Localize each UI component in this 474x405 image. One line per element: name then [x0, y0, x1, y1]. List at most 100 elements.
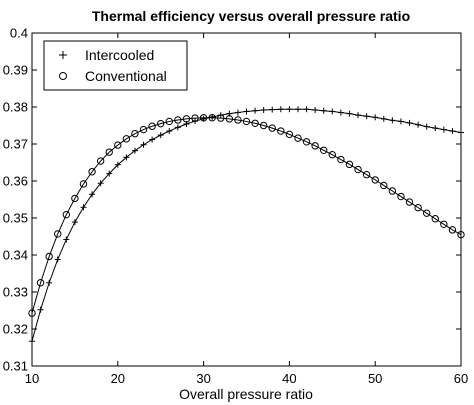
point-intercooled: [157, 132, 164, 139]
legend: Intercooled Conventional: [43, 40, 188, 91]
point-intercooled: [458, 129, 464, 136]
legend-marker-intercooled: [59, 51, 67, 59]
point-intercooled: [303, 106, 310, 113]
x-tick-label: 40: [282, 371, 296, 386]
point-conventional: [71, 194, 79, 203]
y-tick-label: 0.33: [3, 285, 28, 300]
point-intercooled: [149, 136, 156, 143]
y-tick-label: 0.37: [3, 137, 28, 152]
point-intercooled: [106, 170, 113, 177]
point-intercooled: [252, 107, 259, 114]
x-axis-label: Overall pressure ratio: [179, 386, 313, 402]
y-tick-label: 0.38: [3, 100, 28, 115]
point-intercooled: [337, 109, 344, 116]
point-intercooled: [97, 180, 104, 187]
point-conventional: [174, 116, 182, 124]
y-tick-label: 0.4: [10, 26, 28, 41]
point-intercooled: [363, 113, 370, 120]
point-intercooled: [71, 219, 78, 226]
point-conventional: [36, 279, 45, 287]
point-intercooled: [389, 117, 396, 124]
legend-marker-conventional: [59, 72, 67, 80]
point-intercooled: [269, 106, 276, 113]
point-intercooled: [355, 112, 362, 119]
point-intercooled: [440, 126, 447, 133]
point-intercooled: [29, 338, 35, 345]
x-tick-label: 60: [454, 371, 468, 386]
series-markers: [28, 106, 465, 345]
point-conventional: [345, 160, 354, 169]
point-conventional: [337, 155, 345, 164]
point-conventional: [422, 209, 431, 217]
point-conventional: [242, 117, 251, 126]
point-intercooled: [449, 128, 456, 135]
point-intercooled: [406, 119, 413, 126]
point-intercooled: [329, 108, 336, 115]
point-intercooled: [415, 121, 422, 128]
point-conventional: [414, 203, 422, 212]
point-conventional: [354, 165, 362, 174]
point-intercooled: [80, 204, 87, 211]
point-intercooled: [372, 114, 379, 121]
point-intercooled: [37, 306, 44, 313]
point-intercooled: [432, 125, 439, 132]
point-intercooled: [123, 154, 130, 161]
point-intercooled: [397, 118, 404, 125]
y-tick-label: 0.36: [3, 174, 28, 189]
point-conventional: [440, 220, 448, 228]
point-intercooled: [320, 107, 327, 114]
x-tick-label: 10: [25, 371, 39, 386]
point-conventional: [362, 171, 371, 179]
point-intercooled: [174, 124, 181, 131]
point-intercooled: [234, 109, 241, 116]
point-conventional: [234, 116, 242, 124]
y-tick-label: 0.39: [3, 63, 28, 78]
point-conventional: [199, 114, 208, 122]
point-conventional: [114, 141, 122, 149]
point-intercooled: [63, 236, 70, 243]
point-conventional: [28, 309, 36, 317]
point-conventional: [62, 210, 71, 219]
point-conventional: [225, 115, 234, 123]
point-conventional: [311, 142, 319, 150]
tick-labels: 10 20 30 40 50 60 0.31 0.32 0.33 0.34 0.35 0.36 0.37…: [3, 26, 469, 387]
point-intercooled: [346, 110, 353, 117]
point-conventional: [457, 230, 465, 239]
point-intercooled: [89, 191, 96, 198]
point-intercooled: [54, 256, 61, 263]
y-tick-label: 0.31: [3, 359, 28, 374]
point-conventional: [294, 134, 302, 142]
point-conventional: [208, 114, 216, 122]
y-tick-label: 0.32: [3, 322, 28, 337]
point-intercooled: [286, 106, 293, 113]
legend-box: [43, 40, 188, 91]
point-conventional: [302, 138, 311, 146]
point-conventional: [131, 129, 139, 138]
point-intercooled: [277, 106, 284, 113]
point-conventional: [45, 252, 53, 261]
legend-label-conventional: Conventional: [85, 68, 167, 84]
point-conventional: [277, 127, 285, 135]
point-intercooled: [260, 106, 267, 113]
x-tick-label: 30: [196, 371, 210, 386]
point-conventional: [105, 148, 113, 156]
point-conventional: [259, 121, 268, 130]
point-conventional: [79, 180, 88, 188]
point-conventional: [88, 168, 96, 176]
point-conventional: [148, 122, 156, 130]
point-conventional: [388, 187, 397, 195]
point-conventional: [54, 230, 62, 238]
point-conventional: [380, 181, 388, 190]
point-conventional: [320, 146, 328, 154]
point-conventional: [285, 130, 294, 139]
point-conventional: [165, 117, 173, 126]
axis-ticks: [31, 32, 462, 367]
y-tick-label: 0.34: [3, 248, 28, 263]
point-intercooled: [423, 123, 430, 130]
point-conventional: [268, 124, 276, 132]
point-intercooled: [140, 141, 147, 148]
x-tick-label: 50: [368, 371, 382, 386]
point-conventional: [251, 119, 259, 127]
x-tick-label: 20: [111, 371, 125, 386]
